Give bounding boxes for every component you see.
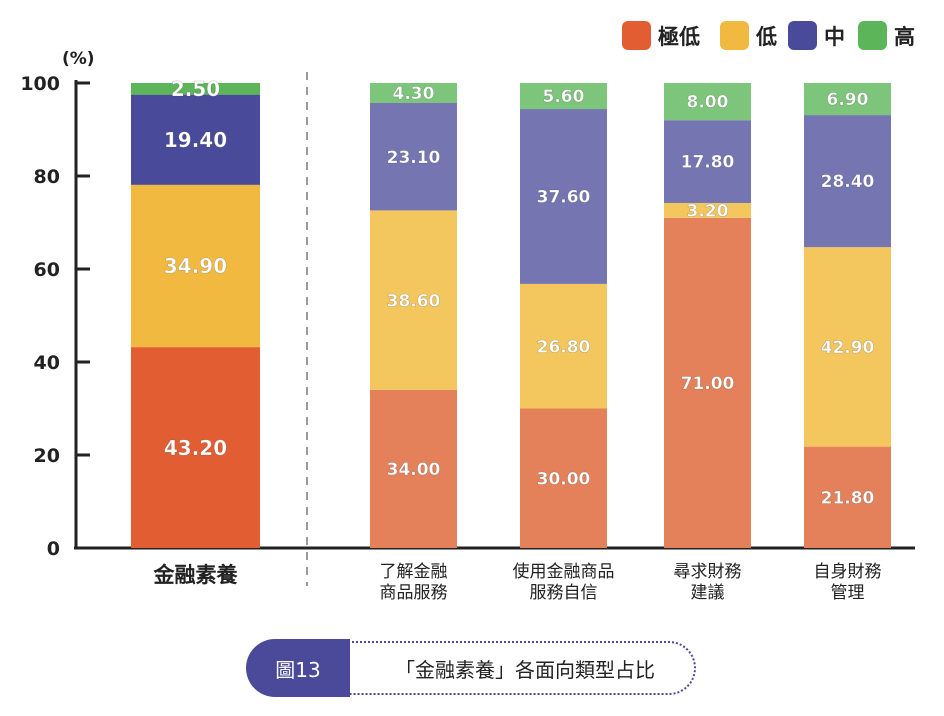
category-label: 商品服務 — [380, 583, 448, 603]
category-label: 建議 — [691, 583, 725, 603]
data-label: 5.60 — [543, 87, 585, 107]
category-label: 金融素養 — [153, 563, 239, 587]
bar-segment — [664, 120, 751, 203]
category-label: 尋求財務 — [674, 562, 742, 582]
data-label: 8.00 — [687, 93, 729, 113]
data-label: 26.80 — [537, 337, 591, 357]
data-label: 38.60 — [387, 291, 441, 311]
data-label: 3.20 — [687, 202, 729, 222]
figure-caption: 「金融素養」各面向類型占比 圖13 — [246, 639, 698, 697]
data-label: 28.40 — [821, 172, 875, 192]
data-label: 37.60 — [537, 188, 591, 208]
bar-segment — [131, 347, 260, 548]
bar-segment — [370, 210, 457, 390]
y-tick-label: 60 — [34, 259, 60, 281]
data-label: 23.10 — [387, 148, 441, 168]
legend-swatch — [720, 21, 749, 50]
bar-stack: 21.80 42.90 28.40 6.90 — [804, 83, 891, 548]
caption-title-box: 「金融素養」各面向類型占比 — [336, 641, 696, 695]
figure-label: 圖13 — [275, 657, 321, 682]
data-label: 21.80 — [821, 488, 875, 508]
bars: 43.20 34.90 19.40 2.50 34.00 38.60 23.10 4.30 30… — [131, 77, 891, 548]
y-tick-label: 40 — [34, 352, 60, 374]
bar-segment — [520, 408, 607, 548]
bar-segment — [804, 83, 891, 116]
legend-swatch — [858, 21, 887, 50]
legend-label: 高 — [894, 25, 915, 49]
data-label: 19.40 — [164, 128, 227, 152]
category-label: 服務自信 — [530, 583, 598, 603]
bar-segment — [664, 83, 751, 121]
bar-segment — [804, 247, 891, 447]
caption-title: 「金融素養」各面向類型占比 — [395, 657, 655, 682]
data-label: 34.90 — [164, 254, 227, 278]
category-label: 使用金融商品 — [513, 561, 615, 582]
y-tick-label: 20 — [34, 445, 60, 467]
legend-swatch — [622, 21, 651, 50]
bar-segment — [370, 389, 457, 548]
bar-stack: 71.00 3.20 17.80 8.00 — [664, 83, 751, 548]
bar-segment — [664, 217, 751, 548]
data-label: 30.00 — [537, 469, 591, 489]
bar-segment — [520, 283, 607, 409]
bar-stack: 43.20 34.90 19.40 2.50 — [131, 77, 260, 548]
y-tick-label: 80 — [34, 166, 60, 188]
data-label: 34.00 — [387, 460, 441, 480]
legend-label: 低 — [755, 25, 777, 49]
figure-label-badge: 圖13 — [246, 639, 350, 697]
data-label: 71.00 — [681, 374, 735, 394]
data-label: 4.30 — [393, 84, 435, 104]
legend: 極低 低 中 高 — [622, 21, 915, 50]
legend-label: 中 — [824, 25, 845, 49]
data-label: 2.50 — [171, 77, 220, 101]
bar-segment — [664, 202, 751, 218]
data-label: 43.20 — [164, 436, 227, 460]
category-label: 了解金融 — [380, 562, 448, 582]
legend-label: 極低 — [658, 25, 700, 49]
y-tick-label: 100 — [20, 73, 60, 95]
bar-segment — [520, 83, 607, 110]
bar-segment — [370, 102, 457, 211]
bar-segment — [804, 115, 891, 248]
bar-stack: 34.00 38.60 23.10 4.30 — [370, 83, 457, 548]
bar-segment — [520, 109, 607, 284]
data-label: 6.90 — [827, 90, 869, 110]
bar-segment — [370, 83, 457, 103]
y-tick-label: 0 — [47, 538, 60, 560]
bar-segment — [131, 94, 260, 185]
legend-swatch — [788, 21, 817, 50]
data-label: 42.90 — [821, 338, 875, 358]
y-axis-label: (%) — [62, 49, 95, 69]
category-label: 管理 — [831, 583, 865, 603]
category-label: 自身財務 — [814, 562, 882, 582]
bar-stack: 30.00 26.80 37.60 5.60 — [520, 83, 607, 548]
data-label: 17.80 — [681, 153, 735, 173]
bar-segment — [131, 184, 260, 348]
bar-segment — [804, 446, 891, 548]
bar-segment — [131, 83, 260, 95]
